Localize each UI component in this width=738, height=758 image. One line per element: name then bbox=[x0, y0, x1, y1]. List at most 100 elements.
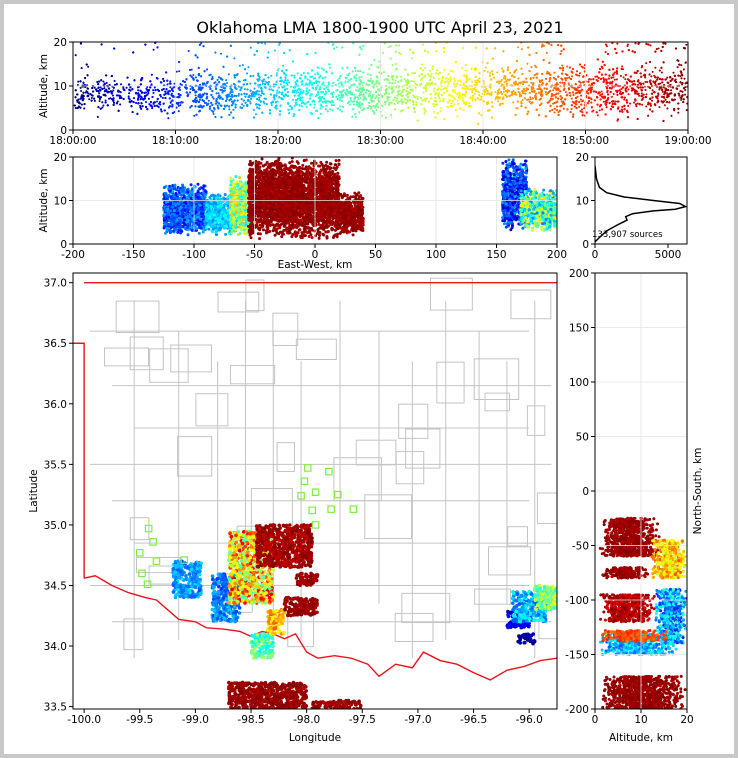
alt-time-source bbox=[600, 103, 603, 106]
alt-time-source bbox=[480, 98, 483, 101]
alt-time-source bbox=[380, 114, 384, 117]
alt-time-source bbox=[502, 90, 505, 93]
alt-time-source bbox=[424, 66, 427, 69]
alt-time-source bbox=[526, 113, 529, 116]
alt-time-source bbox=[580, 110, 583, 113]
alt-time-source bbox=[292, 113, 296, 116]
alt-time-source bbox=[644, 69, 647, 72]
alt-time-source bbox=[395, 99, 398, 102]
alt-time-source bbox=[518, 91, 521, 94]
alt-time-source bbox=[357, 98, 360, 101]
alt-time-source bbox=[521, 73, 524, 76]
alt-time-source bbox=[260, 42, 263, 45]
alt-time-source bbox=[364, 98, 368, 101]
alt-time-source bbox=[267, 51, 270, 54]
alt-time-source bbox=[505, 95, 509, 98]
alt-time-source bbox=[532, 76, 535, 79]
alt-time-source bbox=[508, 89, 511, 93]
alt-time-source bbox=[616, 100, 619, 103]
alt-time-source bbox=[524, 106, 527, 109]
alt-time-source bbox=[146, 108, 149, 111]
alt-time-source bbox=[515, 68, 518, 71]
alt-time-source bbox=[228, 105, 231, 108]
alt-time-source bbox=[90, 94, 93, 97]
alt-time-source bbox=[491, 101, 494, 104]
alt-time-source bbox=[233, 94, 236, 97]
alt-time-source bbox=[432, 76, 435, 79]
alt-time-source bbox=[228, 93, 231, 96]
alt-time-source bbox=[97, 83, 100, 86]
alt-time-source bbox=[571, 67, 575, 70]
alt-time-source bbox=[408, 99, 411, 102]
alt-time-source bbox=[555, 92, 558, 95]
alt-time-source bbox=[645, 62, 648, 65]
alt-time-source bbox=[342, 94, 345, 97]
alt-time-source bbox=[508, 79, 511, 82]
alt-time-source bbox=[567, 82, 570, 85]
alt-time-source bbox=[232, 116, 235, 119]
alt-time-source bbox=[312, 99, 315, 102]
alt-time-source bbox=[360, 90, 363, 93]
alt-time-source bbox=[249, 102, 252, 105]
alt-time-source bbox=[501, 67, 504, 70]
alt-time-source bbox=[349, 93, 352, 96]
alt-time-source bbox=[627, 88, 630, 91]
alt-time-source bbox=[292, 114, 295, 118]
alt-time-source bbox=[355, 74, 358, 77]
alt-time-source bbox=[528, 91, 531, 95]
alt-time-source bbox=[483, 93, 486, 96]
alt-time-source bbox=[561, 78, 564, 81]
alt-time-source bbox=[451, 95, 454, 98]
alt-time-source bbox=[530, 88, 534, 91]
alt-time-source bbox=[416, 119, 419, 122]
alt-time-source bbox=[553, 111, 556, 114]
alt-time-source bbox=[321, 105, 324, 108]
alt-time-source bbox=[452, 70, 455, 73]
alt-time-source bbox=[80, 89, 83, 93]
alt-time-source bbox=[592, 81, 595, 84]
alt-time-source bbox=[206, 95, 209, 99]
alt-time-source bbox=[87, 65, 90, 68]
alt-time-source bbox=[305, 90, 308, 93]
alt-time-source bbox=[82, 95, 85, 98]
alt-time-source bbox=[286, 87, 289, 90]
alt-time-source bbox=[268, 88, 271, 91]
alt-time-source bbox=[640, 92, 643, 95]
alt-time-source bbox=[599, 77, 602, 81]
alt-time-source bbox=[473, 92, 476, 95]
alt-time-source bbox=[292, 98, 295, 101]
alt-time-source bbox=[332, 90, 335, 94]
alt-time-source bbox=[293, 104, 296, 107]
alt-time-source bbox=[378, 71, 381, 74]
alt-time-source bbox=[101, 101, 104, 104]
alt-time-source bbox=[612, 76, 615, 79]
alt-time-source bbox=[288, 112, 291, 115]
alt-time-source bbox=[435, 50, 438, 53]
alt-time-source bbox=[100, 79, 103, 82]
alt-time-source bbox=[615, 78, 618, 81]
alt-time-source bbox=[458, 93, 462, 96]
alt-time-source bbox=[644, 88, 647, 91]
alt-time-source bbox=[623, 96, 626, 99]
alt-time-source bbox=[167, 117, 170, 120]
alt-time-source bbox=[406, 95, 409, 99]
alt-time-source bbox=[564, 79, 567, 82]
alt-time-source bbox=[169, 86, 172, 89]
alt-time-source bbox=[183, 80, 186, 83]
alt-time-source bbox=[557, 113, 560, 117]
alt-time-source bbox=[96, 80, 99, 84]
alt-time-source bbox=[264, 83, 267, 86]
alt-time-source bbox=[655, 48, 658, 51]
alt-time-source bbox=[180, 84, 183, 87]
alt-time-source bbox=[261, 92, 264, 95]
alt-time-source bbox=[538, 104, 541, 107]
alt-time-source bbox=[318, 88, 321, 91]
alt-time-source bbox=[340, 110, 344, 113]
alt-time-source bbox=[677, 111, 680, 114]
alt-time-source bbox=[514, 113, 517, 116]
alt-time-source bbox=[468, 78, 471, 81]
alt-time-source bbox=[571, 100, 574, 103]
alt-time-source bbox=[215, 87, 218, 90]
alt-time-source bbox=[515, 107, 518, 110]
alt-time-source bbox=[241, 64, 244, 67]
